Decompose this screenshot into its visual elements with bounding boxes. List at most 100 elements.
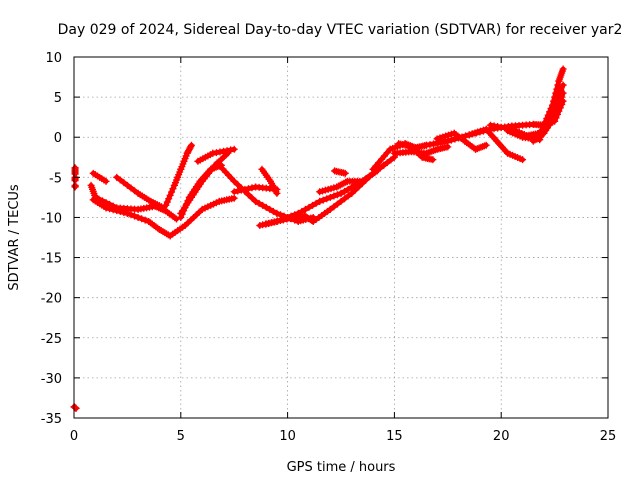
data-point [294,213,302,221]
data-point [166,191,174,199]
data-point [556,97,564,105]
y-tick-label: 5 [54,91,62,106]
data-point [131,187,139,195]
x-tick-label: 25 [600,429,617,444]
data-point [116,208,124,216]
data-point [269,207,277,215]
data-point [187,143,195,151]
data-point [497,123,505,131]
y-tick-label: -5 [49,171,62,186]
data-point [546,108,554,116]
data-point [312,199,320,207]
data-point [487,121,495,129]
data-point [553,105,561,113]
data-point [106,205,114,213]
y-tick-label: -25 [41,332,62,347]
data-point [298,207,306,215]
data-point [234,187,242,195]
data-point [102,204,110,212]
data-point [426,141,434,149]
data-point [330,192,338,200]
data-point [380,161,388,169]
data-point [123,181,131,189]
data-point [290,214,298,222]
data-point [326,205,334,213]
data-point [309,201,317,209]
data-point [162,201,170,209]
x-tick-label: 0 [70,429,78,444]
data-point [127,184,135,192]
data-point [519,156,527,164]
data-point [102,177,110,185]
data-point [252,197,260,205]
data-point [212,149,220,157]
y-tick-label: -35 [41,412,62,427]
data-point [113,173,121,181]
data-point [230,188,238,196]
data-point [490,122,498,130]
data-point [429,156,437,164]
data-point [273,209,281,217]
data-point [283,215,291,223]
data-point [141,216,149,224]
data-point [305,203,313,211]
series-track-j [230,183,281,196]
data-point [230,145,238,153]
data-point [230,177,238,185]
data-point [120,179,128,187]
data-point [552,89,560,97]
data-point [220,147,228,155]
y-tick-label: -30 [41,372,62,387]
data-point [168,188,176,196]
data-point [341,195,349,203]
data-point [273,189,281,197]
data-point [266,205,274,213]
data-point [286,215,294,223]
data-point [71,183,79,191]
data-point [113,207,121,215]
data-point [482,141,490,149]
data-point [543,115,551,123]
data-point [348,183,356,191]
axis-ticks: 0 5 10 15 20 25 -35 -30 -25 -20 -15 -10 -5 0 5 10 [41,51,617,444]
x-tick-label: 10 [279,429,296,444]
data-point [326,193,334,201]
data-point [422,141,430,149]
y-tick-label: 0 [54,131,62,146]
data-point [544,111,552,119]
y-axis-label: SDTVAR / TECUs [7,184,22,291]
data-point [109,206,117,214]
data-point [227,146,235,154]
data-point [444,143,452,151]
data-point [552,109,560,117]
y-tick-label: -15 [41,252,62,267]
x-tick-label: 5 [177,429,185,444]
data-point [163,198,171,206]
data-point [348,189,356,197]
data-point [344,192,352,200]
data-point [120,208,128,216]
x-axis-label: GPS time / hours [287,460,396,475]
data-point [554,81,562,89]
data-point [116,176,124,184]
data-point [173,215,181,223]
series-track-e [162,141,195,209]
data-point [548,101,556,109]
data-point [301,205,309,213]
data-point [248,194,256,202]
data-point [541,118,549,126]
data-point [223,147,231,155]
data-point [230,194,238,202]
series-track-g [177,149,232,217]
data-point [234,181,242,189]
data-point [316,197,324,205]
data-point [355,183,363,191]
series-track-k [258,165,281,197]
data-point [127,211,135,219]
data-point [551,113,559,121]
data-point [259,201,267,209]
series-track-c [89,169,110,185]
data-point [559,89,567,97]
series-track-b [89,194,238,240]
series-track-r [395,140,437,164]
